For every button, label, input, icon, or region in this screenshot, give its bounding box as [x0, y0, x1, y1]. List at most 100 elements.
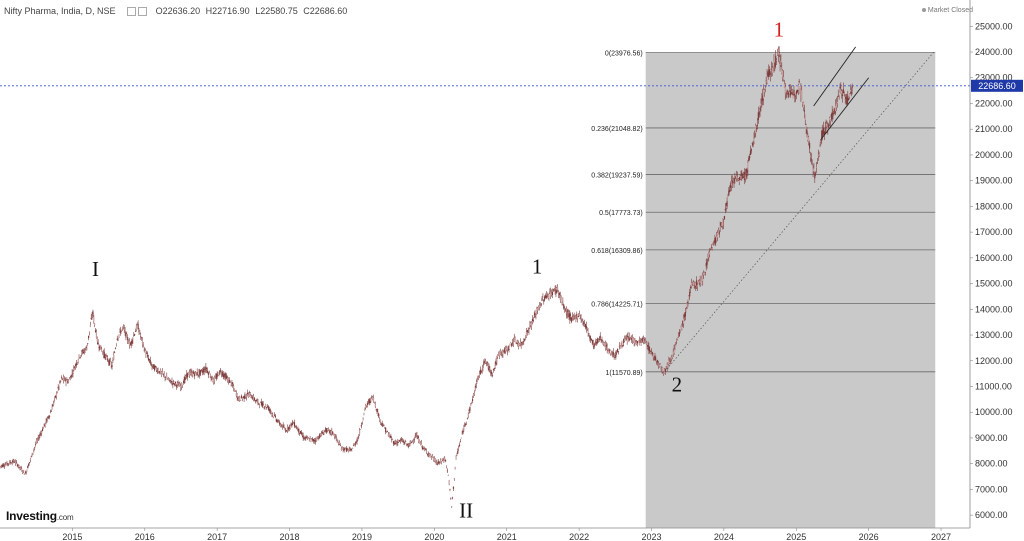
candle-body [454, 466, 456, 470]
candle-body [703, 273, 705, 275]
candle-body [320, 433, 323, 435]
candle-body [297, 428, 299, 431]
candle-body [636, 340, 639, 344]
candle-body [366, 402, 369, 405]
toolbar-icons[interactable] [127, 7, 148, 17]
candle-body [119, 330, 121, 331]
candle-body [187, 372, 189, 378]
candle-body [533, 315, 535, 317]
candle-body [845, 96, 847, 99]
candle-body [428, 454, 430, 456]
candle-body [110, 363, 112, 366]
candle-body [174, 383, 176, 385]
brand-name: Investing [6, 509, 57, 523]
candle-body [770, 68, 772, 70]
y-tick-label: 11000.00 [975, 381, 1012, 391]
candle-body [657, 364, 660, 366]
candle-body [221, 372, 223, 376]
candle-body [98, 347, 100, 348]
settings-icon[interactable] [127, 7, 137, 17]
candle-body [398, 440, 400, 443]
candle-body [462, 431, 464, 434]
candle-body [180, 383, 183, 388]
candle-body [493, 367, 495, 370]
candle-body [650, 351, 653, 352]
hide-icon[interactable] [138, 7, 148, 17]
candle-body [832, 113, 834, 115]
candle-body [655, 358, 657, 360]
x-tick-label: 2027 [931, 532, 951, 541]
candle-body [809, 156, 812, 158]
candle-body [364, 408, 366, 411]
candle-body [579, 317, 581, 320]
candle-body [3, 465, 5, 467]
candle-body [347, 449, 349, 452]
candle-body [102, 352, 104, 356]
candle-body [549, 291, 551, 293]
candle-body [709, 252, 711, 255]
candle-body [504, 348, 506, 353]
candle-body [602, 343, 604, 344]
candle-body [568, 313, 570, 317]
candle-body [476, 379, 478, 383]
candle-body [850, 91, 852, 94]
candle-body [348, 448, 350, 451]
candle-body [564, 309, 566, 311]
candle-body [484, 361, 487, 363]
candle-body [443, 460, 445, 461]
candle-body [697, 281, 699, 283]
candle-body [620, 346, 622, 347]
candle-body [159, 370, 161, 374]
candle-body [305, 436, 307, 439]
y-tick-label: 16000.00 [975, 253, 1013, 263]
candle-body [193, 374, 196, 377]
candle-body [250, 397, 252, 398]
candle-body [154, 365, 157, 367]
candle-body [336, 438, 338, 440]
candle-body [212, 381, 214, 383]
candle-body [22, 470, 25, 472]
candle-body [10, 463, 12, 464]
y-tick-label: 21000.00 [975, 124, 1013, 134]
candle-body [62, 377, 65, 381]
candle-body [55, 393, 58, 397]
candle-body [633, 338, 635, 344]
candle-body [289, 424, 291, 428]
candle-body [601, 339, 603, 341]
candle-body [203, 368, 205, 373]
fib-retracement-area [645, 52, 936, 529]
candle-body [205, 366, 207, 371]
candle-body [410, 441, 412, 444]
candle-body [769, 73, 772, 75]
candle-body [526, 330, 528, 332]
candle-body [150, 363, 152, 366]
candle-body [67, 381, 69, 383]
candle-body [669, 361, 671, 364]
candle-body [642, 338, 644, 343]
candle-body [514, 338, 516, 339]
candle-body [505, 347, 508, 350]
candle-body [42, 427, 45, 429]
candle-body [747, 163, 749, 170]
candle-body [619, 345, 621, 348]
candle-body [5, 463, 7, 465]
candle-body [762, 89, 765, 99]
candle-body [581, 318, 583, 319]
candle-body [652, 353, 654, 358]
candle-body [149, 359, 151, 363]
candle-body [415, 434, 417, 438]
candle-body [385, 427, 387, 433]
candle-body [585, 325, 587, 329]
candle-body [623, 339, 625, 344]
low-value: L22580.75 [255, 6, 298, 16]
candle-body [835, 103, 838, 108]
candle-body [670, 361, 672, 362]
y-tick-label: 8000.00 [975, 459, 1008, 469]
candle-body [693, 282, 695, 288]
current-price-badge [971, 79, 1023, 92]
candle-body [520, 344, 522, 348]
candle-body [383, 424, 385, 426]
candle-body [491, 371, 493, 375]
candle-body [681, 325, 683, 329]
